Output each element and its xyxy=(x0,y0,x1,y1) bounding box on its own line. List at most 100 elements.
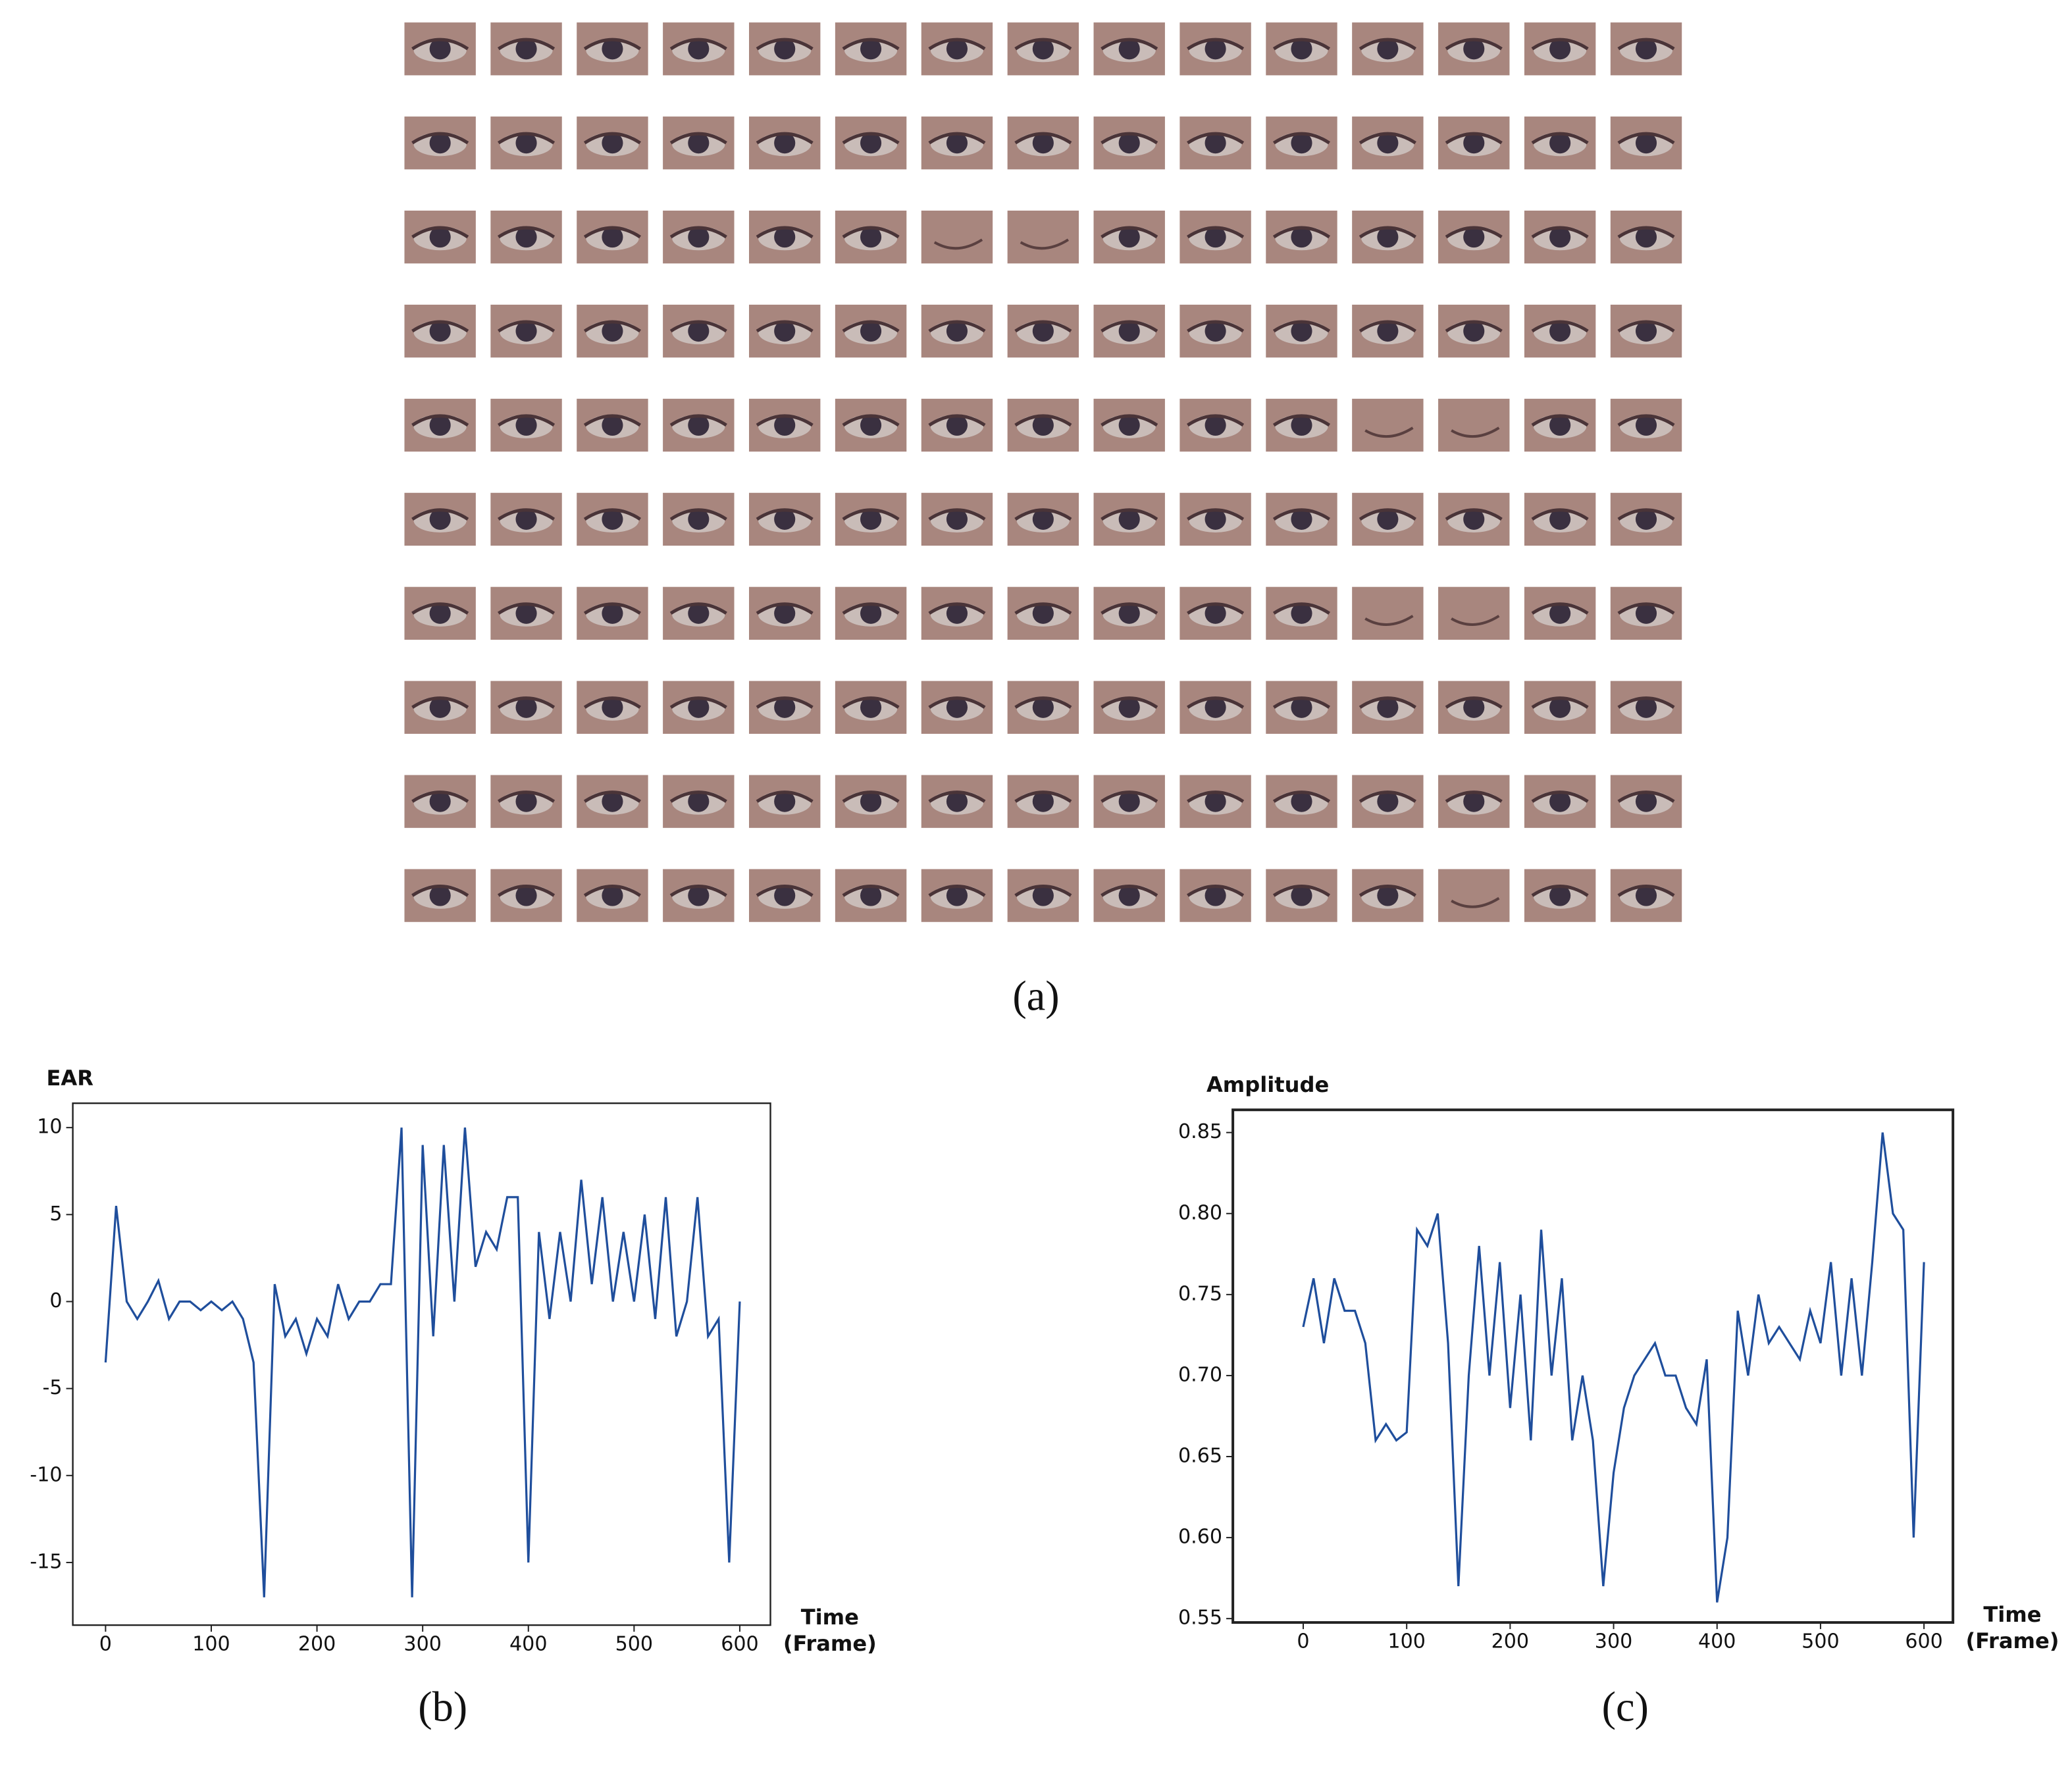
eyelid xyxy=(1531,226,1589,239)
eyelid xyxy=(497,696,556,709)
eyelid xyxy=(583,602,641,615)
eyelid xyxy=(411,602,469,615)
eyelid xyxy=(842,414,900,427)
iris xyxy=(774,885,796,906)
iris xyxy=(946,508,968,530)
eyelid xyxy=(1359,508,1416,521)
iris xyxy=(1291,602,1312,624)
eyelid xyxy=(1445,696,1503,709)
iris xyxy=(774,508,796,530)
iris xyxy=(515,320,537,342)
x-tick-label: 100 xyxy=(192,1633,230,1656)
iris xyxy=(688,320,710,342)
eyelid xyxy=(497,226,556,239)
eyelid xyxy=(1531,602,1589,615)
eyelid xyxy=(842,508,900,521)
iris xyxy=(515,132,537,154)
iris xyxy=(1377,790,1399,812)
eyelid xyxy=(1272,508,1331,521)
eyelid xyxy=(411,790,469,803)
iris xyxy=(515,885,537,906)
x-tick-label: 500 xyxy=(1801,1630,1839,1653)
iris xyxy=(515,790,537,812)
y-tick-label: 5 xyxy=(49,1203,62,1226)
iris xyxy=(602,320,623,342)
y-tick-label: -5 xyxy=(43,1376,63,1399)
eyelid xyxy=(1014,508,1072,521)
eyelid xyxy=(411,38,469,51)
eyelid xyxy=(1359,696,1416,709)
eyelid xyxy=(1101,508,1158,521)
eyelid xyxy=(497,38,556,51)
iris xyxy=(429,226,451,248)
iris xyxy=(860,508,882,530)
eyelid xyxy=(842,226,900,239)
iris xyxy=(1118,885,1140,906)
eyelid xyxy=(669,602,727,615)
iris xyxy=(1032,602,1054,624)
iris xyxy=(1032,885,1054,906)
eyelid xyxy=(1187,226,1245,239)
eyelid xyxy=(1272,226,1331,239)
iris xyxy=(1635,320,1657,342)
eyelid xyxy=(497,132,556,145)
x-tick-label: 500 xyxy=(615,1633,653,1656)
eye-image xyxy=(921,210,993,264)
iris xyxy=(860,320,882,342)
eyelid xyxy=(497,790,556,803)
eye-image xyxy=(1438,398,1510,452)
iris xyxy=(1118,132,1140,154)
eyelid xyxy=(583,38,641,51)
eyelid xyxy=(1187,414,1245,427)
iris xyxy=(1377,132,1399,154)
eyelid xyxy=(1101,38,1158,51)
x-tick-label: 0 xyxy=(1297,1630,1309,1653)
eyelid xyxy=(1617,132,1675,145)
iris xyxy=(774,696,796,718)
iris xyxy=(1032,508,1054,530)
panel-label: (c) xyxy=(1602,1683,1649,1730)
eyelid xyxy=(1187,602,1245,615)
eyelid xyxy=(1617,320,1675,333)
iris xyxy=(1032,320,1054,342)
eyelid xyxy=(1359,790,1416,803)
eyelid xyxy=(928,320,986,333)
iris xyxy=(688,132,710,154)
eyelid xyxy=(1014,790,1072,803)
x-tick-label: 200 xyxy=(298,1633,336,1656)
y-tick-label: -10 xyxy=(30,1463,62,1486)
eyelid xyxy=(1014,38,1072,51)
iris xyxy=(1291,696,1312,718)
iris xyxy=(602,132,623,154)
iris xyxy=(1549,696,1571,718)
eyelid xyxy=(1187,320,1245,333)
y-axis-label: Amplitude xyxy=(1206,1072,1329,1097)
x-tick-label: 400 xyxy=(1698,1630,1736,1653)
iris xyxy=(860,696,882,718)
y-tick-label: 0.55 xyxy=(1178,1607,1222,1630)
iris xyxy=(1291,508,1312,530)
iris xyxy=(1549,790,1571,812)
iris xyxy=(602,696,623,718)
eyelid xyxy=(1531,38,1589,51)
iris xyxy=(1549,320,1571,342)
iris xyxy=(1377,508,1399,530)
iris xyxy=(1549,508,1571,530)
eyelid xyxy=(1014,696,1072,709)
eyelid xyxy=(669,132,727,145)
eyelid xyxy=(1187,790,1245,803)
iris xyxy=(688,508,710,530)
closed-eye xyxy=(1451,615,1500,626)
iris xyxy=(1118,508,1140,530)
eyelid xyxy=(669,320,727,333)
iris xyxy=(429,38,451,60)
iris xyxy=(602,508,623,530)
iris xyxy=(688,790,710,812)
iris xyxy=(602,885,623,906)
eyelid xyxy=(1531,132,1589,145)
iris xyxy=(1204,602,1226,624)
iris xyxy=(1377,226,1399,248)
y-axis-label: EAR xyxy=(46,1066,93,1091)
eyelid xyxy=(1617,602,1675,615)
eyelid xyxy=(583,885,641,897)
